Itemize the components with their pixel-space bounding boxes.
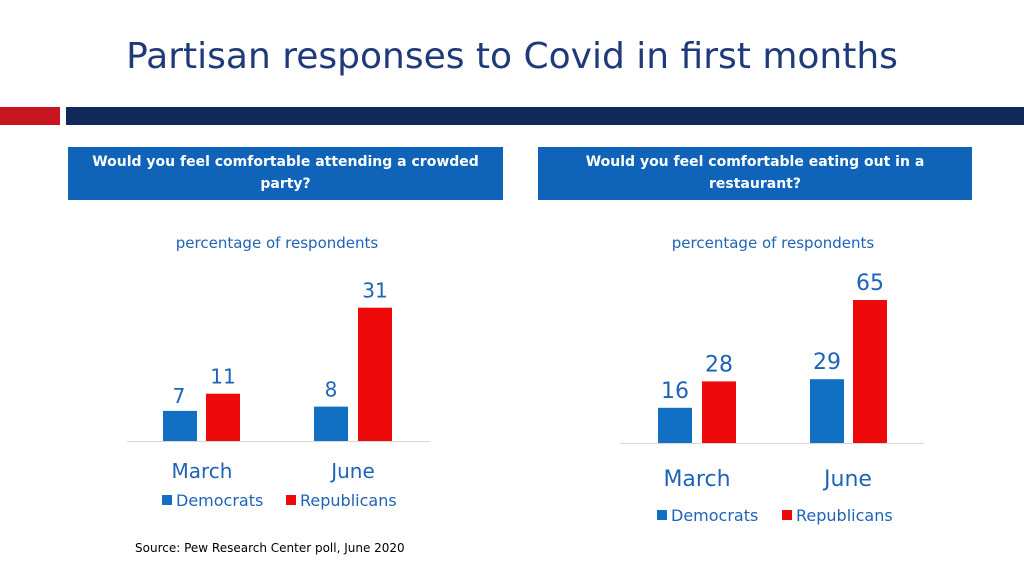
data-label-democrats-march: 16 [661, 379, 689, 404]
category-label-june: June [822, 467, 872, 492]
question-restaurant: Would you feel comfortable eating out in… [538, 147, 972, 200]
bar-democrats-june [314, 406, 348, 441]
legend-label-democrats: Democrats [176, 491, 263, 510]
category-label-march: March [663, 467, 730, 492]
bar-democrats-march [658, 407, 692, 443]
data-label-republicans-june: 31 [362, 279, 387, 303]
chart-subtitle-party: percentage of respondents [175, 234, 379, 252]
bar-republicans-june [853, 300, 887, 443]
legend-label-democrats: Democrats [671, 506, 758, 525]
data-label-democrats-june: 8 [325, 378, 338, 402]
accent-bar-red [0, 107, 60, 125]
accent-bar-navy [66, 107, 1024, 125]
slide-title: Partisan responses to Covid in first mon… [126, 36, 898, 77]
data-label-democrats-march: 7 [173, 384, 186, 408]
data-label-republicans-march: 28 [705, 352, 733, 377]
data-label-republicans-june: 65 [856, 271, 884, 296]
data-label-republicans-march: 11 [210, 365, 235, 389]
legend-swatch-democrats [657, 510, 667, 520]
data-label-democrats-june: 29 [813, 350, 841, 375]
bar-republicans-march [702, 381, 736, 443]
source-note: Source: Pew Research Center poll, June 2… [135, 541, 405, 555]
category-label-june: June [329, 459, 375, 483]
bar-democrats-june [810, 379, 844, 443]
legend-swatch-republicans [782, 510, 792, 520]
legend-swatch-republicans [286, 495, 296, 505]
bar-republicans-march [206, 393, 240, 441]
chart-subtitle-restaurant: percentage of respondents [671, 234, 875, 252]
legend-swatch-democrats [162, 495, 172, 505]
bar-republicans-june [358, 307, 392, 441]
legend-label-republicans: Republicans [796, 506, 893, 525]
category-label-march: March [172, 459, 233, 483]
legend-label-republicans: Republicans [300, 491, 397, 510]
question-party: Would you feel comfortable attending a c… [68, 147, 503, 200]
bar-democrats-march [163, 410, 197, 441]
